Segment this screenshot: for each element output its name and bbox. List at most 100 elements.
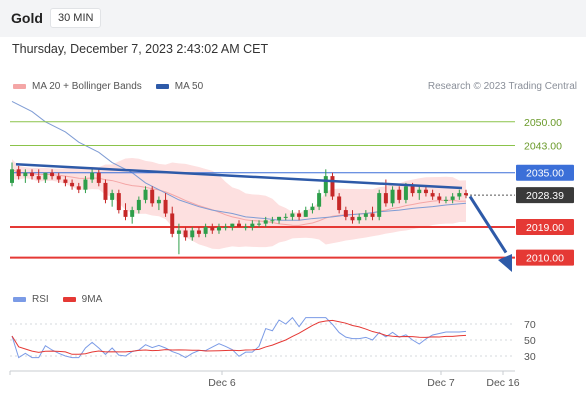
legend-swatch bbox=[62, 297, 76, 302]
legend-swatch bbox=[155, 84, 169, 89]
legend-label: MA 20 + Bollinger Bands bbox=[32, 81, 142, 92]
candle-body bbox=[403, 186, 408, 200]
rsi-line bbox=[11, 316, 467, 359]
candle-body bbox=[43, 172, 48, 180]
candle-body bbox=[16, 169, 21, 177]
x-tick-label: Dec 6 bbox=[208, 377, 236, 389]
candle-body bbox=[23, 172, 28, 177]
candle-body bbox=[457, 193, 462, 197]
candle-body bbox=[150, 189, 155, 204]
candle-body bbox=[423, 189, 428, 194]
candle-body bbox=[363, 213, 368, 217]
symbol-name: Gold bbox=[11, 10, 43, 26]
x-tick-label: Dec 16 bbox=[486, 377, 519, 389]
ma20-line bbox=[11, 168, 467, 226]
price-level-label: 2050.00 bbox=[524, 117, 562, 129]
price-level-label: 2019.00 bbox=[526, 222, 564, 234]
candle-body bbox=[223, 227, 228, 229]
candle-body bbox=[163, 199, 168, 214]
forecast-arrow-shaft bbox=[468, 195, 508, 254]
rsi-9ma-line bbox=[11, 319, 467, 355]
candle-body bbox=[170, 213, 175, 234]
candle-body bbox=[283, 216, 288, 218]
candle-body bbox=[417, 189, 422, 194]
candle-body bbox=[397, 189, 402, 200]
candle-body bbox=[430, 193, 435, 197]
legend-swatch bbox=[13, 297, 26, 302]
main-legend: MA 20 + Bollinger Bands MA 50 bbox=[13, 81, 217, 92]
candle-body bbox=[383, 193, 388, 204]
downtrend-line bbox=[15, 162, 463, 190]
candle-body bbox=[176, 230, 181, 234]
price-level-label: 2035.00 bbox=[526, 168, 564, 180]
candle-body bbox=[343, 210, 348, 217]
price-level-label: 2010.00 bbox=[526, 253, 564, 265]
candle-body bbox=[270, 220, 275, 222]
price-level-label: 2043.00 bbox=[524, 141, 562, 153]
candle-body bbox=[330, 176, 335, 197]
candle-body bbox=[196, 230, 201, 234]
candle-body bbox=[116, 193, 121, 211]
candle-body bbox=[377, 193, 382, 217]
candle-body bbox=[123, 210, 128, 217]
legend-label: RSI bbox=[32, 294, 49, 305]
legend-item-rsi: RSI bbox=[13, 294, 49, 305]
x-tick-label: Dec 7 bbox=[427, 377, 455, 389]
rsi-tick-label: 30 bbox=[524, 351, 536, 363]
legend-label: 9MA bbox=[81, 294, 103, 305]
legend-item-bollinger: MA 20 + Bollinger Bands bbox=[13, 81, 142, 92]
bollinger-band bbox=[12, 158, 466, 250]
legend-swatch bbox=[13, 84, 26, 89]
candle-body bbox=[203, 227, 208, 234]
candle-body bbox=[257, 223, 262, 225]
last-price-label: 2028.39 bbox=[526, 190, 564, 202]
candle-body bbox=[156, 199, 161, 204]
candle-body bbox=[263, 220, 268, 224]
candle-body bbox=[36, 176, 41, 180]
candle-body bbox=[130, 210, 135, 217]
last-price-tag bbox=[516, 187, 574, 204]
price-level-tag bbox=[516, 249, 574, 266]
candle-body bbox=[290, 213, 295, 217]
candle-body bbox=[243, 227, 248, 229]
price-level-tag bbox=[516, 219, 574, 236]
legend-item-ma50: MA 50 bbox=[155, 81, 204, 92]
candle-body bbox=[230, 223, 235, 228]
candle-body bbox=[237, 223, 241, 228]
candle-body bbox=[210, 227, 215, 231]
candle-body bbox=[136, 199, 141, 211]
timeframe-button[interactable]: 30 MIN bbox=[50, 8, 102, 28]
legend-item-9ma: 9MA bbox=[62, 294, 103, 305]
candle-body bbox=[250, 223, 255, 228]
candle-body bbox=[337, 196, 342, 211]
candle-body bbox=[63, 179, 68, 183]
legend-label: MA 50 bbox=[174, 81, 204, 92]
rsi-tick-label: 70 bbox=[524, 319, 536, 331]
candle-body bbox=[83, 179, 88, 190]
candle-body bbox=[317, 193, 322, 207]
candle-body bbox=[216, 227, 221, 231]
ma50-line bbox=[11, 100, 467, 221]
candle-body bbox=[303, 210, 308, 217]
candle-body bbox=[350, 216, 355, 221]
candle-body bbox=[90, 172, 95, 180]
candle-body bbox=[450, 196, 455, 200]
candle-body bbox=[370, 213, 375, 217]
candle-body bbox=[30, 172, 35, 177]
candle-body bbox=[70, 182, 75, 187]
rsi-tick-label: 50 bbox=[524, 335, 536, 347]
candle-body bbox=[310, 206, 315, 211]
candle-body bbox=[277, 216, 282, 221]
candle-body bbox=[443, 199, 448, 201]
candle-body bbox=[297, 213, 302, 217]
candle-body bbox=[410, 186, 415, 194]
rsi-legend: RSI 9MA bbox=[13, 294, 116, 305]
chart-datetime: Thursday, December 7, 2023 2:43:02 AM CE… bbox=[12, 42, 269, 56]
chart-header: Gold 30 MIN bbox=[0, 0, 586, 37]
candle-body bbox=[103, 182, 108, 200]
candle-body bbox=[50, 172, 55, 177]
candle-body bbox=[96, 172, 101, 183]
candle-body bbox=[190, 230, 195, 238]
candle-body bbox=[10, 169, 14, 183]
